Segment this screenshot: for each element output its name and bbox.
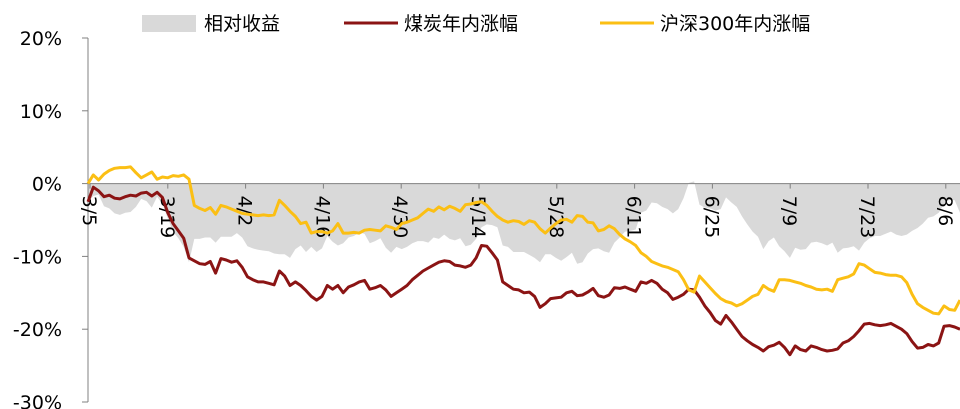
y-tick-label: 10% xyxy=(20,101,62,123)
legend-swatch-relative xyxy=(142,15,196,32)
y-tick-label: 20% xyxy=(20,28,62,50)
x-tick-label: 4/16 xyxy=(311,196,333,239)
plot-area: 20% 10% 0% -10% -20% -30% 3/5 3/19 4/2 4/16 4/30 5… xyxy=(13,28,960,409)
relative-return-area xyxy=(88,181,960,264)
x-tick-label: 4/30 xyxy=(389,196,411,239)
legend: 相对收益 煤炭年内涨幅 沪深300年内涨幅 xyxy=(142,13,810,35)
y-tick-label: -30% xyxy=(13,392,62,409)
legend-label-csi300: 沪深300年内涨幅 xyxy=(660,13,810,35)
coal-series-line xyxy=(86,185,960,357)
x-tick-label: 8/6 xyxy=(934,196,956,227)
x-tick-label: 6/25 xyxy=(700,196,722,239)
x-tick-label: 7/23 xyxy=(856,196,878,239)
y-tick-label: -20% xyxy=(13,319,62,341)
x-tick-label: 6/11 xyxy=(623,196,645,239)
csi300-series-line xyxy=(86,165,960,316)
legend-item-coal: 煤炭年内涨幅 xyxy=(344,13,518,35)
y-tick-label: -10% xyxy=(13,246,62,268)
x-tick-label: 3/19 xyxy=(156,196,178,239)
legend-item-csi300: 沪深300年内涨幅 xyxy=(600,13,810,35)
y-tick-label: 0% xyxy=(32,174,62,196)
legend-item-relative: 相对收益 xyxy=(142,13,280,35)
legend-label-relative: 相对收益 xyxy=(204,13,280,35)
x-tick-label: 7/9 xyxy=(778,196,800,227)
x-tick-label: 5/14 xyxy=(467,196,489,239)
y-axis-ticks: 20% 10% 0% -10% -20% -30% xyxy=(13,28,88,409)
legend-label-coal: 煤炭年内涨幅 xyxy=(404,13,518,35)
x-tick-label: 4/2 xyxy=(234,196,256,227)
x-tick-label: 3/5 xyxy=(78,196,100,227)
